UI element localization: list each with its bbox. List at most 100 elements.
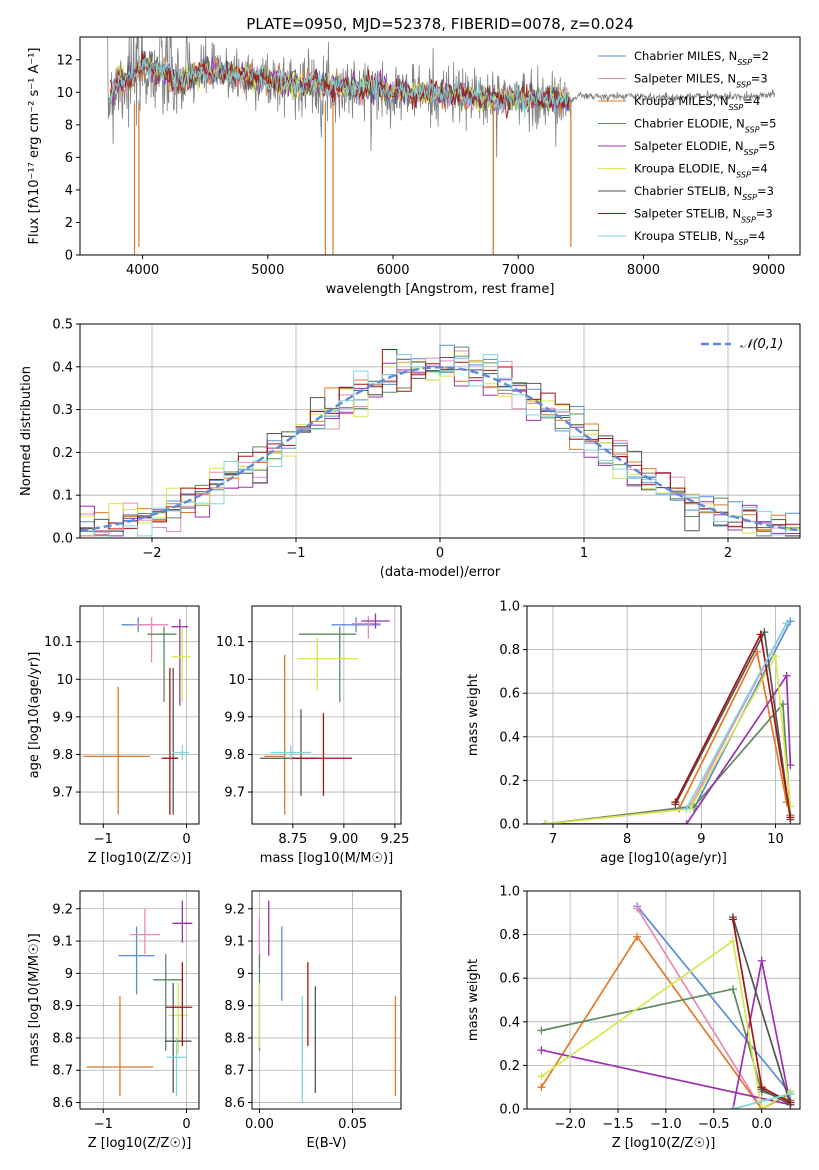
x-tick-label: 6000 xyxy=(376,263,409,278)
legend-subscript: SSP xyxy=(729,103,744,112)
model-spectrum-line xyxy=(109,57,572,119)
x-tick-label: 0.0 xyxy=(751,1117,772,1132)
y-tick-label: 8.7 xyxy=(52,1064,73,1079)
weight-marker xyxy=(786,1098,795,1107)
axes-frame xyxy=(79,890,200,1110)
y-tick-label: 9.2 xyxy=(52,902,73,917)
y-tick-label: 0.6 xyxy=(499,972,520,987)
weight-marker xyxy=(728,937,737,946)
legend-rest: =3 xyxy=(757,184,774,198)
weight-line xyxy=(540,939,791,1109)
y-tick-label: 8.9 xyxy=(52,999,73,1014)
weight-line xyxy=(685,622,788,810)
legend-subscript: SSP xyxy=(744,148,759,157)
axes-frame xyxy=(526,605,801,825)
x-tick-label: 7000 xyxy=(502,263,535,278)
weight-line xyxy=(541,960,792,1109)
x-tick-label: 2 xyxy=(724,546,732,561)
y-tick-label: 0.0 xyxy=(499,1103,520,1118)
y-tick-label: 0.0 xyxy=(52,532,73,547)
y-tick-label: 9.2 xyxy=(224,902,245,917)
weight-marker xyxy=(682,804,691,813)
legend-rest: =3 xyxy=(751,72,768,86)
y-tick-label: 9.9 xyxy=(52,710,73,725)
x-tick-label: 0 xyxy=(436,546,444,561)
y-tick-label: 10 xyxy=(56,86,73,101)
y-tick-label: 8.7 xyxy=(224,1064,245,1079)
legend-label: Chabrier MILES, NSSP=2 xyxy=(634,49,769,67)
y-tick-label: 2 xyxy=(65,216,73,231)
y-tick-label: 9.8 xyxy=(52,748,73,763)
panel-mass-vs-Z: −1 0 8.6 8.7 8.8 8.9 9 9.1 9.2 Z [log10(Z/Z☉)] mas… xyxy=(27,890,200,1151)
y-tick-label: 0.2 xyxy=(52,446,73,461)
x-tick-label: 9.25 xyxy=(380,832,409,847)
y-tick-label: 10.1 xyxy=(216,635,245,650)
legend-label: Chabrier STELIB, NSSP=3 xyxy=(634,184,774,202)
legend-subscript: SSP xyxy=(741,215,756,224)
y-tick-label: 4 xyxy=(65,183,73,198)
x-tick-label: −1.5 xyxy=(602,1117,634,1132)
x-tick-label: 9.00 xyxy=(329,832,358,847)
x-tick-label: 0.00 xyxy=(245,1117,274,1132)
weight-line xyxy=(545,673,792,824)
y-tick-label: 8.8 xyxy=(52,1031,73,1046)
x-tick-label: −1.0 xyxy=(650,1117,682,1132)
y-tick-label: 0.1 xyxy=(52,489,73,504)
weight-marker xyxy=(541,820,550,824)
y-tick-label: 9.1 xyxy=(224,935,245,950)
weight-marker xyxy=(786,802,795,811)
weight-marker xyxy=(537,1072,546,1081)
x-tick-label: 9000 xyxy=(752,263,785,278)
weight-marker xyxy=(782,671,791,680)
plot-area xyxy=(541,617,795,824)
plot-area xyxy=(537,902,795,1109)
x-tick-label: 8 xyxy=(623,832,631,847)
histogram-step xyxy=(80,346,800,537)
panel-weight-vs-age: 7 8 9 10 0.0 0.2 0.4 0.6 0.8 1.0 age [log10(age/yr… xyxy=(466,600,801,866)
y-tick-label: 9 xyxy=(237,967,245,982)
y-tick-label: 10 xyxy=(228,673,245,688)
legend-rest: =2 xyxy=(752,49,769,63)
y-tick-label: 0.2 xyxy=(499,774,520,789)
weight-marker xyxy=(786,813,795,822)
weight-line xyxy=(545,649,788,824)
weight-marker xyxy=(771,652,780,661)
figure-title: PLATE=0950, MJD=52378, FIBERID=0078, z=0… xyxy=(246,15,633,33)
x-tick-label: 0 xyxy=(182,832,190,847)
legend-subscript: SSP xyxy=(745,125,760,134)
y-tick-label: 9.1 xyxy=(52,935,73,950)
panel-residuals: −2 −1 0 1 2 0.0 0.1 0.2 0.3 0.4 0.5 (data-model)/er… xyxy=(19,318,801,580)
y-tick-label: 9.7 xyxy=(224,786,245,801)
x-axis-label: E(B-V) xyxy=(306,1136,346,1151)
weight-marker xyxy=(757,956,766,965)
y-tick-label: 12 xyxy=(56,53,73,68)
legend-rest: =4 xyxy=(751,162,768,176)
model-spectrum-line xyxy=(109,53,572,113)
legend-label: Salpeter MILES, NSSP=3 xyxy=(634,72,768,90)
y-tick-label: 8.8 xyxy=(224,1031,245,1046)
y-tick-label: 0.4 xyxy=(499,1015,520,1030)
x-tick-label: 5000 xyxy=(251,263,284,278)
y-tick-label: 0.0 xyxy=(499,818,520,833)
weight-marker xyxy=(782,619,791,628)
y-tick-label: 8.6 xyxy=(52,1096,73,1111)
panel-mass-vs-EBV: 0.00 0.05 8.6 8.7 8.8 8.9 9 9.1 9.2 E(B-V) xyxy=(224,890,402,1151)
axes-frame xyxy=(251,605,402,825)
x-tick-label: 1 xyxy=(580,546,588,561)
y-tick-label: 10.1 xyxy=(44,635,73,650)
y-axis-label: mass weight xyxy=(466,959,481,1041)
panel-weight-vs-Z: −2.0 −1.5 −1.0 −0.5 0.0 0.0 0.2 0.4 0.6 0.8 1.0 Z [… xyxy=(466,885,801,1151)
y-axis-label: Normed distribution xyxy=(19,366,34,496)
weight-line xyxy=(732,1092,791,1109)
y-tick-label: 1.0 xyxy=(499,600,520,615)
y-tick-label: 0.6 xyxy=(499,687,520,702)
legend-subscript: SSP xyxy=(736,170,751,179)
axes-frame xyxy=(251,890,402,1110)
legend-label: 𝒩(0,1) xyxy=(740,337,783,352)
y-tick-label: 0.4 xyxy=(499,730,520,745)
x-tick-label: −1 xyxy=(94,832,113,847)
y-tick-label: 9.9 xyxy=(224,710,245,725)
plot-area xyxy=(86,900,193,1097)
x-tick-label: 0 xyxy=(182,1117,190,1132)
